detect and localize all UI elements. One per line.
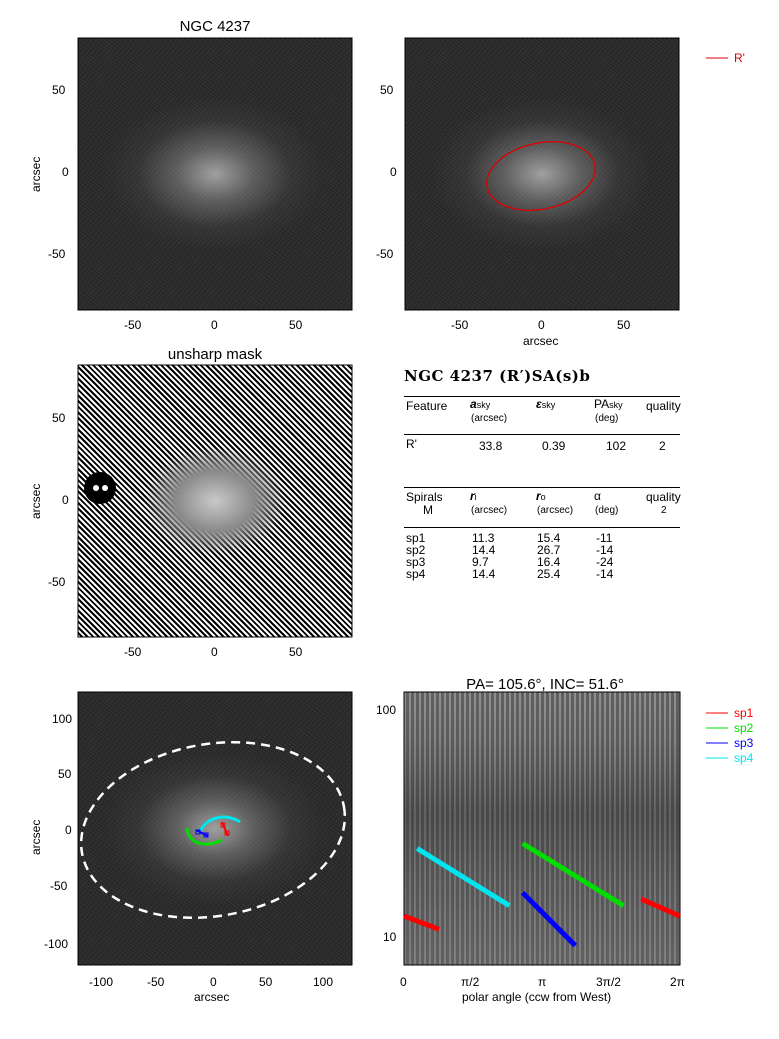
panel6-xlabel: polar angle (ccw from West) — [462, 990, 612, 1004]
unsharp-mask-panel — [78, 365, 352, 637]
panel1-title: NGC 4237 — [179, 18, 251, 35]
panel2-ytick: -50 — [376, 247, 394, 261]
panel5-xlabel: arcsec — [194, 990, 230, 1004]
spiral-alpha: -14 — [596, 543, 614, 557]
legend-sp4: sp4 — [734, 751, 754, 765]
col-quality: quality — [646, 399, 681, 413]
panel2-ytick: 50 — [380, 83, 394, 97]
col-alpha-unit: (deg) — [595, 505, 619, 516]
col-quality2-val: 2 — [661, 505, 667, 516]
spiral-ro: 16.4 — [537, 555, 561, 569]
panel3-ytick: 0 — [62, 493, 69, 507]
panel2-xtick: -50 — [451, 318, 469, 332]
spiral-ro: 15.4 — [537, 531, 561, 545]
ellipse-fit-panel — [405, 38, 679, 310]
panel6-xtick: 3π/2 — [596, 975, 621, 989]
table-rule — [404, 527, 680, 528]
spiral-name: sp4 — [406, 567, 426, 581]
panel6-title: PA= 105.6°, INC= 51.6° — [466, 676, 624, 693]
legend-sp1: sp1 — [734, 706, 754, 720]
panel2-ytick: 0 — [390, 165, 397, 179]
panel5-xtick: -50 — [147, 975, 165, 989]
panel6-xtick: 2π — [670, 975, 685, 989]
panel5-ytick: 0 — [65, 823, 72, 837]
galaxy-image-panel — [78, 38, 352, 310]
spiral-name: sp2 — [406, 543, 426, 557]
panel1-ytick: 50 — [52, 83, 66, 97]
col-eps-sky: εsky — [536, 397, 556, 411]
col-pa-unit: (deg) — [595, 413, 619, 424]
panel3-ytick: 50 — [52, 411, 66, 425]
table-rule — [404, 434, 680, 435]
panel1-ytick: 0 — [62, 165, 69, 179]
panel5-xtick: 50 — [259, 975, 273, 989]
col-pa-sky: PAsky — [594, 397, 623, 411]
spiral-name: sp1 — [406, 531, 426, 545]
legend-sp3: sp3 — [734, 736, 754, 750]
panel1-xtick: 0 — [211, 318, 218, 332]
panel3-xtick: 50 — [289, 645, 303, 659]
polar-plot-panel — [404, 692, 680, 965]
panel1-ytick: -50 — [48, 247, 66, 261]
spiral-ro: 25.4 — [537, 567, 561, 581]
col-feature: Feature — [406, 399, 448, 413]
col-ro-unit: (arcsec) — [537, 505, 574, 516]
panel3-ylabel: arcsec — [29, 483, 43, 519]
col-ro: ro — [536, 489, 546, 503]
panel5-ylabel: arcsec — [29, 819, 43, 855]
panel2-xtick: 0 — [538, 318, 545, 332]
panel1-xtick: 50 — [289, 318, 303, 332]
panel6-ytick: 100 — [376, 703, 397, 717]
row-feature: R' — [406, 437, 417, 451]
panel5-xtick: 100 — [313, 975, 334, 989]
panel6-xtick: 0 — [400, 975, 407, 989]
panel5-ytick: -50 — [50, 879, 68, 893]
spiral-ri: 9.7 — [472, 555, 489, 569]
col-a-sky: asky — [470, 397, 491, 411]
panel5-ytick: 100 — [52, 712, 73, 726]
col-alpha: α — [594, 489, 601, 503]
spiral-overlay-panel — [78, 692, 352, 965]
table-rule — [404, 396, 680, 397]
spiral-name: sp3 — [406, 555, 426, 569]
col-spirals: Spirals — [406, 490, 443, 504]
row-a: 33.8 — [479, 439, 503, 453]
col-ri: ri — [470, 489, 477, 503]
spiral-ri: 11.3 — [472, 531, 495, 545]
row-pa: 102 — [606, 439, 627, 453]
spiral-ro: 26.7 — [537, 543, 561, 557]
panel5-ytick: -100 — [44, 937, 69, 951]
spiral-alpha: -14 — [596, 567, 614, 581]
spiral-alpha: -24 — [596, 555, 614, 569]
table-title: NGC 4237 (R′)SA(s)b — [404, 367, 591, 385]
spiral-ri: 14.4 — [472, 567, 496, 581]
panel6-xtick: π — [538, 975, 547, 989]
row-quality: 2 — [659, 439, 666, 453]
col-quality2: quality — [646, 490, 681, 504]
panel3-title: unsharp mask — [167, 346, 263, 363]
col-m: M — [423, 503, 433, 517]
panel3-ytick: -50 — [48, 575, 66, 589]
legend-r-prime: R' — [734, 51, 745, 65]
panel2-xtick: 50 — [617, 318, 631, 332]
table-rule — [404, 487, 680, 488]
panel5-xtick: 0 — [210, 975, 217, 989]
panel2-xlabel: arcsec — [523, 334, 559, 348]
panel6-xtick: π/2 — [461, 975, 480, 989]
panel5-ytick: 50 — [58, 767, 72, 781]
legend-sp2: sp2 — [734, 721, 754, 735]
panel1-xtick: -50 — [124, 318, 142, 332]
panel3-xtick: -50 — [124, 645, 142, 659]
panel3-xtick: 0 — [211, 645, 218, 659]
panel5-xtick: -100 — [89, 975, 114, 989]
row-e: 0.39 — [542, 439, 566, 453]
spiral-alpha: -11 — [596, 531, 613, 545]
col-ri-unit: (arcsec) — [471, 505, 508, 516]
col-a-unit: (arcsec) — [471, 413, 508, 424]
panel6-ytick: 10 — [383, 930, 397, 944]
spiral-ri: 14.4 — [472, 543, 496, 557]
panel1-ylabel: arcsec — [29, 156, 43, 192]
